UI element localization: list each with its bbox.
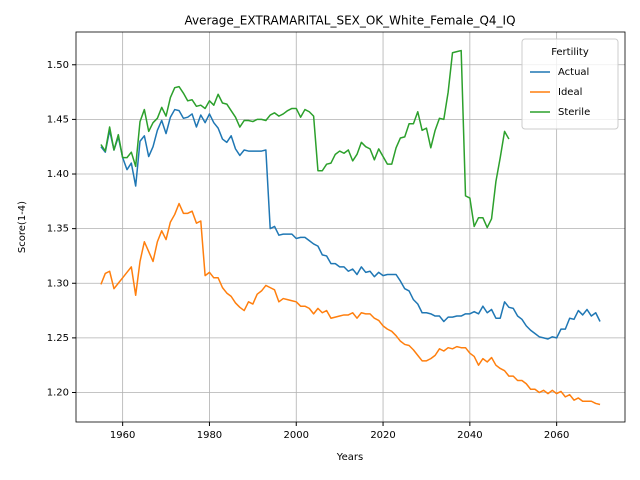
x-tick-label: 2060 <box>544 430 569 441</box>
x-tick-label: 2040 <box>457 430 482 441</box>
legend-label: Ideal <box>558 87 582 98</box>
y-tick-label: 1.25 <box>47 333 69 344</box>
y-tick-label: 1.40 <box>47 169 69 180</box>
line-series <box>100 108 601 340</box>
plot-frame <box>75 31 626 423</box>
chart-title: Average_EXTRAMARITAL_SEX_OK_White_Female… <box>184 14 515 28</box>
x-tick-label: 1960 <box>110 430 135 441</box>
y-tick-label: 1.30 <box>47 278 69 289</box>
y-tick-label: 1.50 <box>47 60 69 71</box>
x-tick-label: 2000 <box>284 430 309 441</box>
y-axis-label: Score(1-4) <box>17 201 28 253</box>
legend-label: Sterile <box>558 107 590 118</box>
y-tick-label: 1.45 <box>47 114 69 125</box>
x-axis-label: Years <box>336 452 363 463</box>
x-tick-label: 2020 <box>370 430 395 441</box>
line-series <box>100 202 601 406</box>
legend-label: Actual <box>558 67 589 78</box>
y-tick-label: 1.20 <box>47 388 69 399</box>
legend-title: Fertility <box>551 47 589 58</box>
y-tick-label: 1.35 <box>47 224 69 235</box>
legend-box <box>521 38 619 130</box>
x-tick-label: 1980 <box>197 430 222 441</box>
line-series <box>100 49 510 229</box>
